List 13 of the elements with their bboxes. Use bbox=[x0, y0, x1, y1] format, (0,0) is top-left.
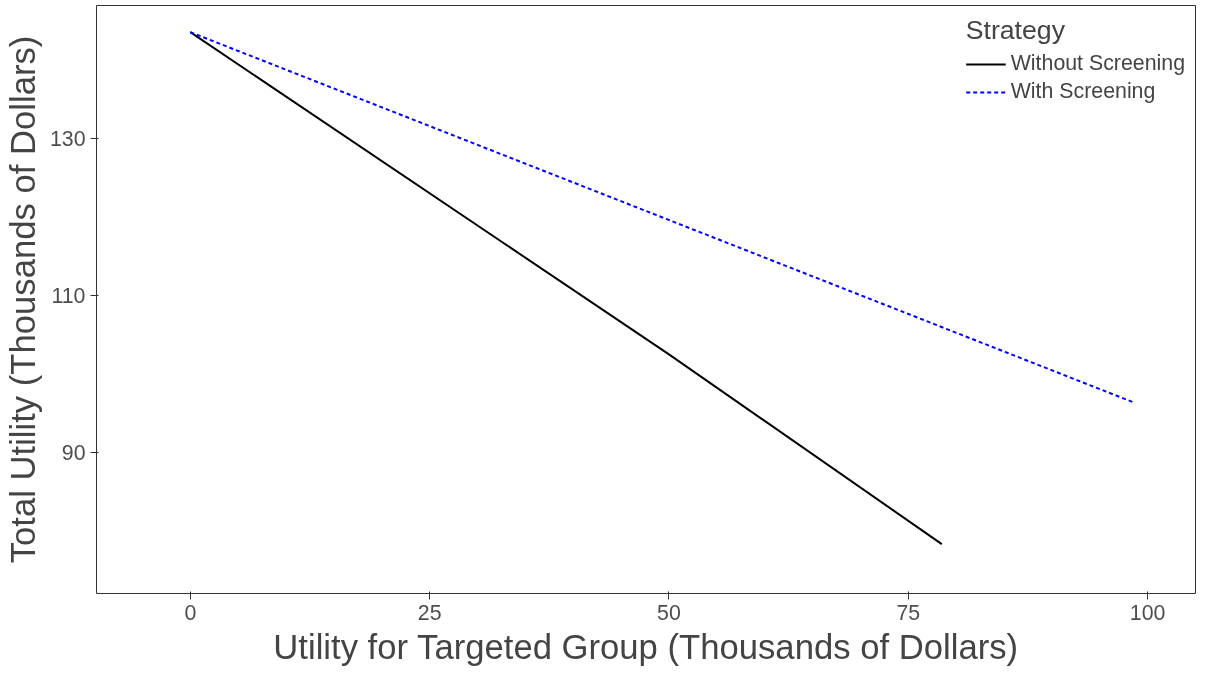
legend-label: Without Screening bbox=[1010, 51, 1185, 76]
x-tick-label: 100 bbox=[1129, 600, 1166, 625]
x-tick-label: 0 bbox=[184, 600, 197, 625]
y-tick-label: 130 bbox=[49, 127, 86, 152]
y-axis-title: Total Utility (Thousands of Dollars) bbox=[3, 35, 42, 564]
legend-label: With Screening bbox=[1010, 79, 1156, 104]
legend-title: Strategy bbox=[965, 15, 1066, 46]
x-tick-label: 50 bbox=[657, 600, 681, 625]
x-axis-title: Utility for Targeted Group (Thousands of Dollars) bbox=[273, 627, 1019, 666]
x-tick-label: 25 bbox=[417, 600, 442, 625]
x-tick-label: 75 bbox=[896, 600, 921, 625]
y-tick-label: 110 bbox=[51, 284, 86, 309]
y-tick-label: 90 bbox=[61, 440, 86, 465]
